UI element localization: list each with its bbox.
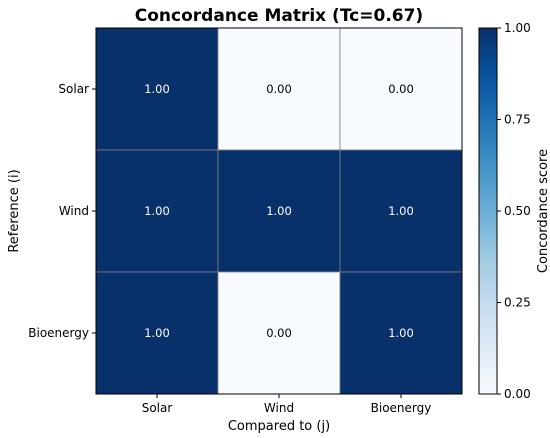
x-tick-label: Bioenergy bbox=[371, 401, 432, 415]
heatmap-cell bbox=[217, 271, 341, 395]
heatmap-cell-value: 1.00 bbox=[144, 204, 170, 218]
heatmap-cell-value: 1.00 bbox=[266, 204, 292, 218]
y-axis-ticks: Solar Wind Bioenergy bbox=[28, 82, 96, 340]
colorbar-tick-label: 1.00 bbox=[504, 21, 531, 35]
heatmap-cell bbox=[217, 27, 341, 151]
heatmap-cell bbox=[95, 27, 219, 151]
chart-title: Concordance Matrix (Tc=0.67) bbox=[135, 6, 423, 26]
heatmap-cell-value: 1.00 bbox=[144, 326, 170, 340]
colorbar-label: Concordance score bbox=[536, 149, 550, 273]
y-tick-label: Solar bbox=[58, 82, 89, 96]
colorbar-tick-label: 0.75 bbox=[504, 113, 531, 127]
colorbar bbox=[478, 27, 498, 395]
heatmap-cell-value: 1.00 bbox=[388, 204, 414, 218]
x-axis-label: Compared to (j) bbox=[228, 419, 330, 434]
heatmap-cell bbox=[95, 149, 219, 273]
colorbar-tick-label: 0.00 bbox=[504, 387, 531, 401]
x-tick-label: Solar bbox=[142, 401, 173, 415]
heatmap-cell bbox=[339, 149, 463, 273]
y-tick-label: Bioenergy bbox=[28, 326, 89, 340]
colorbar-tick-label: 0.25 bbox=[504, 296, 531, 310]
x-tick-label: Wind bbox=[264, 401, 294, 415]
heatmap-cell bbox=[217, 149, 341, 273]
heatmap-cell-value: 0.00 bbox=[266, 82, 292, 96]
y-axis-label: Reference (i) bbox=[7, 169, 22, 252]
x-axis-ticks: Solar Wind Bioenergy bbox=[142, 394, 432, 415]
heatmap-cell-value: 0.00 bbox=[266, 326, 292, 340]
y-tick-label: Wind bbox=[59, 204, 89, 218]
colorbar-ticks: 0.00 0.25 0.50 0.75 1.00 bbox=[497, 21, 531, 401]
heatmap-cell-value: 1.00 bbox=[388, 326, 414, 340]
heatmap-cell-value: 1.00 bbox=[144, 82, 170, 96]
heatmap-cell bbox=[95, 271, 219, 395]
heatmap-cells bbox=[95, 27, 463, 395]
heatmap-cell-labels: 1.00 0.00 0.00 1.00 1.00 1.00 1.00 0.00 1.00 bbox=[144, 82, 414, 340]
colorbar-tick-label: 0.50 bbox=[504, 204, 531, 218]
heatmap-cell-value: 0.00 bbox=[388, 82, 414, 96]
